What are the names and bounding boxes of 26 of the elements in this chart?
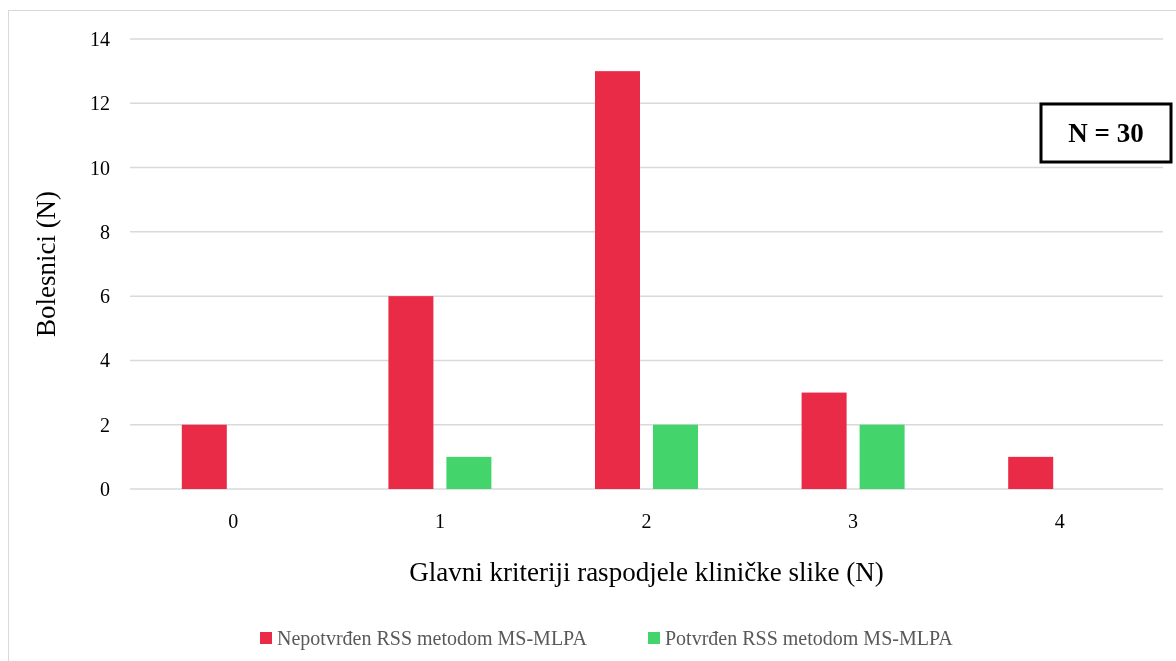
x-tick-label: 1 bbox=[434, 510, 445, 532]
bar bbox=[653, 424, 698, 489]
bar bbox=[1008, 456, 1054, 489]
y-tick-label: 8 bbox=[100, 220, 110, 243]
x-tick-label: 4 bbox=[1054, 510, 1065, 532]
y-tick-label: 0 bbox=[100, 478, 110, 500]
bar bbox=[595, 71, 640, 489]
x-tick-label: 0 bbox=[228, 510, 239, 532]
y-tick-label: 2 bbox=[100, 413, 110, 436]
y-tick-label: 14 bbox=[90, 28, 110, 50]
x-tick-label: 3 bbox=[848, 510, 859, 532]
bar bbox=[801, 392, 847, 489]
y-tick-label: 12 bbox=[90, 92, 110, 115]
legend-label: Potvrđen RSS metodom MS-MLPA bbox=[665, 627, 954, 649]
y-tick-label: 6 bbox=[100, 285, 110, 308]
annotation: N = 30 bbox=[1068, 118, 1144, 149]
y-axis-title: Bolesnici (N) bbox=[31, 190, 62, 338]
x-axis-title: Glavni kriteriji raspodjele kliničke slike (N) bbox=[409, 557, 884, 588]
x-tick-label: 2 bbox=[641, 510, 652, 532]
bar bbox=[388, 296, 434, 489]
legend-label: Nepotvrđen RSS metodom MS-MLPA bbox=[277, 627, 588, 650]
bar bbox=[181, 424, 227, 489]
y-tick-label: 10 bbox=[90, 156, 110, 179]
y-tick-label: 4 bbox=[100, 349, 110, 372]
bar bbox=[446, 456, 492, 489]
bar bbox=[859, 424, 905, 489]
